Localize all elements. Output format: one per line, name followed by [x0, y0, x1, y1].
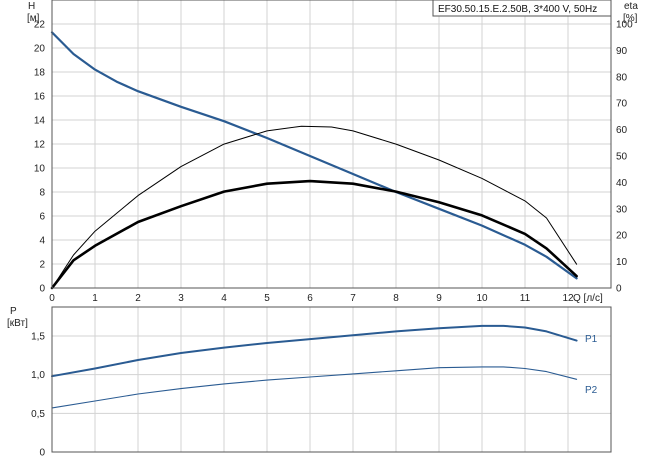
h-tick-label: 22	[34, 20, 46, 31]
p-axis-unit: [кВт]	[7, 318, 28, 329]
power-panel: 0 0,5 1,0 1,5 P [кВт] P1 P2	[7, 306, 612, 459]
power-curve-p2	[51, 366, 578, 409]
power-curve-p1	[51, 324, 578, 378]
eta-tick-label: 30	[616, 204, 628, 215]
x-tick-label: 11	[520, 293, 531, 304]
power-series-group	[51, 324, 578, 409]
x-tick-label: 12	[562, 293, 574, 304]
h-tick-label: 6	[39, 212, 45, 223]
x-tick-labels: 0 1 2 3 4 5 6 7 8 9 10 11 12	[49, 293, 574, 304]
chart-title: EF30.50.15.E.2.50B, 3*400 V, 50Hz	[438, 4, 597, 15]
h-tick-label: 16	[34, 92, 46, 103]
h-tick-label: 8	[39, 188, 45, 199]
x-tick-label: 5	[264, 293, 270, 304]
eta-tick-label: 20	[616, 231, 628, 242]
eta-tick-label: 60	[616, 125, 628, 136]
h-tick-label: 18	[34, 68, 46, 79]
head-curve	[50, 31, 578, 280]
series-label-p2: P2	[585, 385, 598, 396]
h-tick-label: 2	[39, 260, 45, 271]
p-tick-label: 0	[39, 448, 45, 459]
eta-tick-label: 80	[616, 72, 628, 83]
h-tick-label: 0	[39, 284, 45, 295]
top-grid	[52, 0, 611, 288]
x-tick-label: 6	[307, 293, 313, 304]
eta-tick-label: 10	[616, 257, 628, 268]
eta-axis-unit: [%]	[623, 13, 638, 24]
eta-tick-label: 40	[616, 178, 628, 189]
eta-tick-label: 50	[616, 151, 628, 162]
x-tick-label: 8	[393, 293, 399, 304]
p-tick-labels: 0 0,5 1,0 1,5	[31, 332, 45, 459]
bottom-plot-frame	[51, 306, 612, 453]
x-tick-label: 7	[350, 293, 356, 304]
title-box	[432, 0, 612, 17]
h-tick-label: 20	[34, 44, 46, 55]
h-tick-label: 14	[34, 116, 46, 127]
eta-tick-label: 100	[616, 19, 633, 30]
series-label-p1: P1	[585, 334, 598, 345]
top-plot-frame	[51, 0, 612, 289]
x-tick-label: 4	[221, 293, 227, 304]
h-axis-label: H	[28, 1, 35, 12]
eta-axis-label: eta	[624, 1, 638, 12]
x-tick-label: 10	[476, 293, 488, 304]
top-series-group	[50, 31, 578, 290]
p-axis-label: P	[10, 306, 17, 317]
h-tick-label: 4	[39, 236, 45, 247]
efficiency-curve-thin	[51, 125, 578, 289]
x-tick-label: 3	[178, 293, 184, 304]
p-tick-label: 1,5	[31, 332, 45, 343]
x-axis-label: Q [л/с]	[573, 293, 603, 304]
eta-tick-label: 0	[616, 284, 622, 295]
h-tick-labels: 0 2 4 6 8 10 12 14 16 18 20 22	[34, 20, 46, 295]
h-tick-label: 12	[34, 140, 46, 151]
eta-tick-label: 90	[616, 46, 628, 57]
x-tick-label: 9	[436, 293, 442, 304]
x-tick-label: 0	[49, 293, 55, 304]
eta-tick-labels: 0 10 20 30 40 50 60 70 80 90 100	[616, 19, 633, 294]
efficiency-curve-thick	[50, 179, 578, 290]
eta-tick-label: 70	[616, 99, 628, 110]
x-tick-label: 2	[135, 293, 141, 304]
p-tick-label: 1,0	[31, 370, 45, 381]
p-tick-label: 0,5	[31, 409, 45, 420]
h-tick-label: 10	[34, 164, 46, 175]
h-axis-unit: [м]	[27, 13, 40, 24]
x-tick-label: 1	[92, 293, 98, 304]
bottom-grid	[52, 307, 611, 452]
